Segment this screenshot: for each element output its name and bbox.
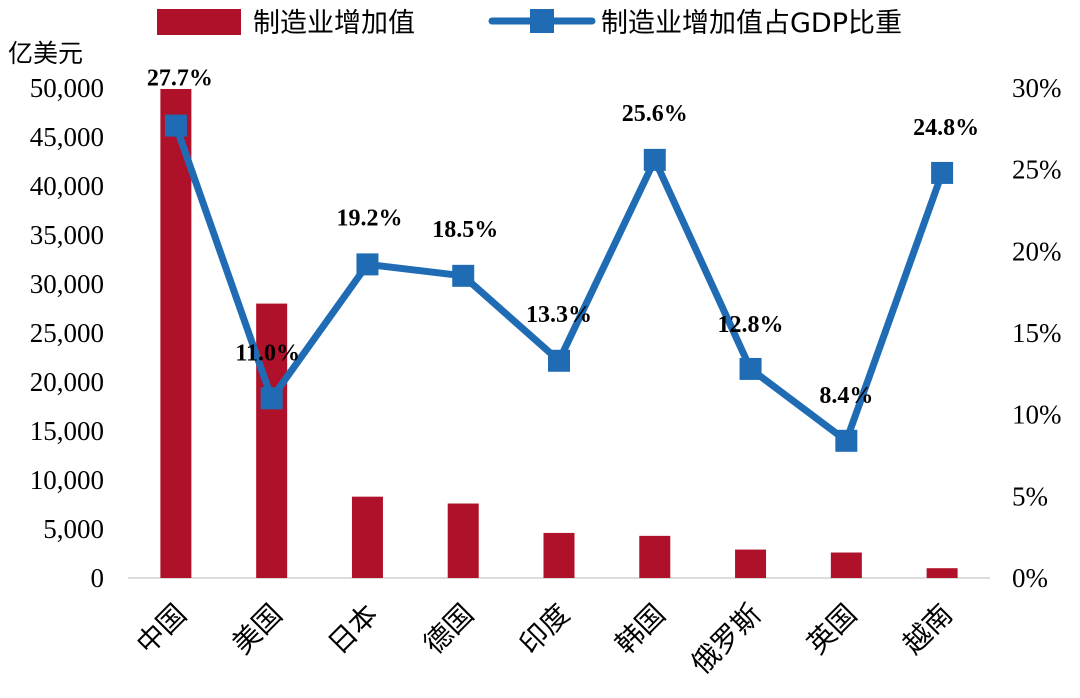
right-tick-label: 25% xyxy=(1012,155,1062,185)
line-marker xyxy=(356,253,379,276)
legend-swatch-marker xyxy=(530,9,554,33)
category-label: 越南 xyxy=(896,598,959,661)
bar xyxy=(926,568,958,578)
right-tick-label: 5% xyxy=(1012,481,1048,511)
line-marker xyxy=(643,148,666,171)
bar xyxy=(830,552,862,578)
legend-label-bar: 制造业增加值 xyxy=(253,8,415,39)
line-marker xyxy=(931,161,954,184)
data-label: 27.7% xyxy=(147,66,213,92)
right-tick-label: 20% xyxy=(1012,236,1062,266)
data-label: 13.3% xyxy=(526,302,592,328)
data-label: 25.6% xyxy=(622,101,688,127)
right-tick-label: 15% xyxy=(1012,318,1062,348)
left-tick-label: 35,000 xyxy=(30,220,104,250)
category-label: 美国 xyxy=(226,598,289,661)
category-label: 英国 xyxy=(800,598,863,661)
left-axis-unit: 亿美元 xyxy=(8,39,83,68)
bar xyxy=(160,88,192,578)
line-marker xyxy=(260,387,283,410)
left-tick-label: 15,000 xyxy=(30,416,104,446)
category-label: 日本 xyxy=(321,598,384,661)
left-tick-label: 50,000 xyxy=(30,73,104,103)
left-tick-label: 40,000 xyxy=(30,171,104,201)
line-marker xyxy=(164,114,187,137)
line-marker xyxy=(452,264,475,287)
line-marker xyxy=(835,429,858,452)
data-label: 8.4% xyxy=(819,383,873,409)
line-marker xyxy=(739,357,762,380)
left-tick-label: 25,000 xyxy=(30,318,104,348)
left-tick-label: 0 xyxy=(91,563,105,593)
line-marker xyxy=(548,349,570,372)
category-label: 中国 xyxy=(130,598,193,661)
bar xyxy=(351,496,383,578)
data-label: 19.2% xyxy=(336,205,402,231)
bar xyxy=(256,303,288,578)
bar xyxy=(639,535,671,578)
category-label: 韩国 xyxy=(609,598,672,661)
data-label: 18.5% xyxy=(432,217,498,243)
left-tick-label: 20,000 xyxy=(30,367,104,397)
right-tick-label: 30% xyxy=(1012,73,1062,103)
right-tick-label: 0% xyxy=(1012,563,1048,593)
legend-label-line: 制造业增加值占GDP比重 xyxy=(601,8,902,39)
category-label: 俄罗斯 xyxy=(685,598,768,681)
left-tick-label: 45,000 xyxy=(30,122,104,152)
bar xyxy=(447,503,479,578)
category-label: 印度 xyxy=(513,598,576,661)
data-label: 24.8% xyxy=(913,115,979,141)
left-tick-label: 10,000 xyxy=(30,465,104,495)
data-label: 12.8% xyxy=(718,312,784,338)
legend-swatch-bar xyxy=(157,9,241,35)
category-label: 德国 xyxy=(417,598,480,661)
right-tick-label: 10% xyxy=(1012,400,1062,430)
bar xyxy=(735,549,767,578)
left-tick-label: 5,000 xyxy=(43,514,104,544)
left-tick-label: 30,000 xyxy=(30,269,104,299)
bar xyxy=(543,532,575,578)
data-label: 11.0% xyxy=(235,340,300,366)
legend: 制造业增加值 制造业增加值占GDP比重 xyxy=(157,8,902,39)
